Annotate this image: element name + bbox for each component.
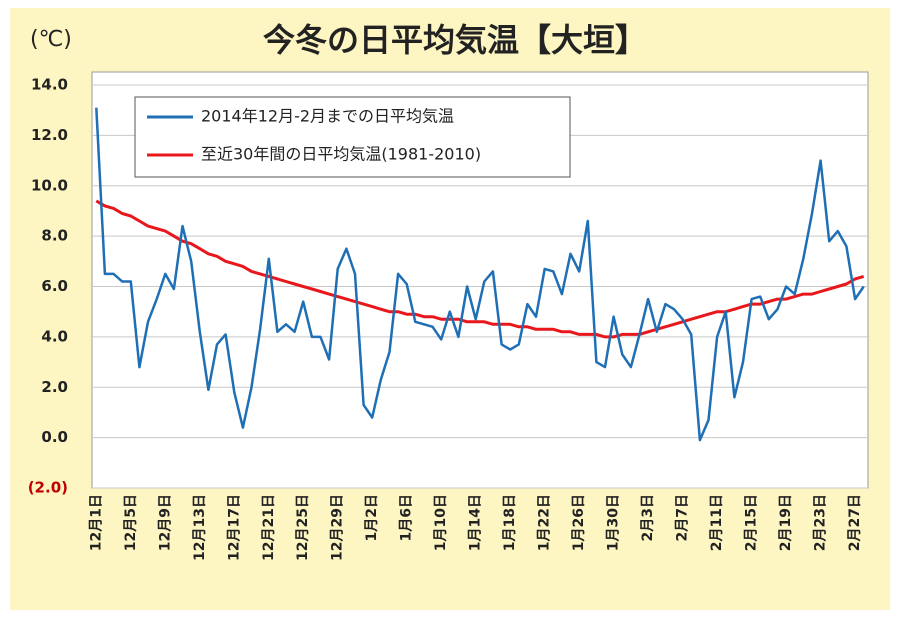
x-tick-label: 12月1日 bbox=[88, 494, 104, 551]
x-tick-label: 1月30日 bbox=[606, 494, 622, 551]
x-tick-label: 12月29日 bbox=[330, 494, 346, 561]
x-tick-label: 12月13日 bbox=[192, 494, 208, 561]
x-tick-label: 12月9日 bbox=[157, 494, 173, 551]
legend-label: 2014年12月-2月までの日平均気温 bbox=[201, 107, 454, 126]
y-tick-label: 12.0 bbox=[31, 126, 68, 144]
y-tick-label: 6.0 bbox=[41, 277, 68, 295]
x-tick-label: 12月17日 bbox=[226, 494, 242, 561]
x-tick-label: 1月2日 bbox=[364, 494, 380, 541]
x-tick-label: 1月18日 bbox=[502, 494, 518, 551]
x-tick-label: 2月15日 bbox=[744, 494, 760, 551]
x-tick-label: 2月7日 bbox=[675, 494, 691, 541]
x-tick-label: 12月21日 bbox=[261, 494, 277, 561]
x-tick-label: 2月19日 bbox=[778, 494, 794, 551]
x-tick-label: 1月6日 bbox=[399, 494, 415, 541]
x-tick-label: 2月23日 bbox=[813, 494, 829, 551]
y-tick-label: 14.0 bbox=[31, 76, 68, 94]
x-tick-label: 1月22日 bbox=[537, 494, 553, 551]
x-tick-label: 12月25日 bbox=[295, 494, 311, 561]
x-tick-label: 1月10日 bbox=[433, 494, 449, 551]
x-tick-label: 1月14日 bbox=[468, 494, 484, 551]
y-tick-label: 10.0 bbox=[31, 176, 68, 194]
chart: (℃) 今冬の日平均気温【大垣】 (2.0) 0.0 2.0 4.0 6.0 8.0 10.… bbox=[0, 0, 900, 618]
chart-title: 今冬の日平均気温【大垣】 bbox=[263, 21, 647, 59]
legend-label: 至近30年間の日平均気温(1981-2010) bbox=[201, 145, 481, 164]
x-tick-label: 2月3日 bbox=[640, 494, 656, 541]
y-tick-label: (2.0) bbox=[28, 479, 68, 497]
unit-label: (℃) bbox=[30, 27, 72, 52]
x-tick-label: 12月5日 bbox=[123, 494, 139, 551]
y-tick-label: 0.0 bbox=[41, 428, 68, 446]
x-tick-label: 1月26日 bbox=[571, 494, 587, 551]
y-tick-label: 8.0 bbox=[41, 227, 68, 245]
x-tick-label: 2月11日 bbox=[709, 494, 725, 551]
x-tick-label: 2月27日 bbox=[847, 494, 863, 551]
y-tick-label: 4.0 bbox=[41, 327, 68, 345]
y-tick-label: 2.0 bbox=[41, 378, 68, 396]
